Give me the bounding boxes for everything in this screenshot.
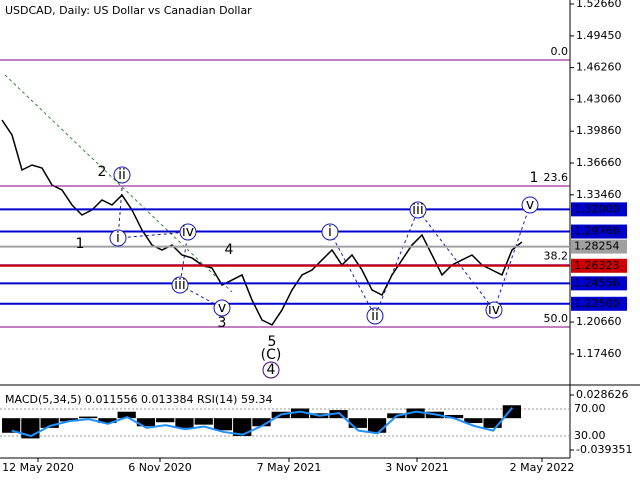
y-tick-label: 1.49450 [576, 29, 622, 42]
macd-bar [252, 418, 271, 427]
y-tick-label: 1.36660 [576, 156, 622, 169]
wave-circle [213, 299, 231, 317]
wave-circle [171, 276, 189, 294]
wave-label: v [218, 300, 226, 316]
level-label-box [571, 224, 627, 239]
wave-label: iv [488, 302, 500, 318]
x-tick-label: 3 Nov 2021 [385, 461, 448, 474]
macd-bar [213, 418, 233, 431]
y-tick-label: 1.46260 [576, 61, 622, 74]
y-tick-label: 0.028626 [576, 388, 629, 401]
wave-circle [321, 223, 339, 241]
wave-label: 4 [225, 242, 234, 258]
level-label: 1.32000 [574, 202, 620, 215]
wave-label: iii [412, 202, 424, 218]
macd-bar [117, 411, 136, 419]
macd-bar [194, 418, 213, 425]
wave-circle [179, 223, 197, 241]
x-tick-label: 7 May 2021 [257, 461, 322, 474]
macd-bar [464, 418, 483, 424]
level-label-box [571, 296, 627, 311]
wave-label: iv [182, 224, 194, 240]
macd-bar [59, 418, 79, 422]
y-tick-label: 1.43060 [576, 92, 622, 105]
level-label: 1.26323 [574, 259, 620, 272]
wave-label: 3 [218, 315, 227, 331]
wave-circle [409, 201, 427, 219]
wave-circle [113, 166, 131, 184]
y-tick-label: 1.33460 [576, 188, 622, 201]
y2-tick-label: 70.00 [574, 402, 606, 415]
wave-circle [366, 307, 384, 325]
wave-label: 5 [268, 334, 277, 350]
fib-label: 0.0 [551, 45, 569, 58]
y-tick-label: 1.17460 [576, 347, 622, 360]
level-label: 1.22500 [574, 297, 620, 310]
fib-label: 38.2 [544, 250, 569, 263]
wave-circle [262, 361, 280, 379]
macd-bar [156, 418, 175, 423]
trend-line [4, 74, 233, 293]
plot-area [1, 119, 523, 326]
y-tick-label: 1.20660 [576, 315, 622, 328]
wave-line [329, 204, 531, 318]
macd-bar [40, 418, 59, 428]
indicator-title: MACD(5,34,5) 0.011556 0.013384 RSI(14) 5… [5, 393, 272, 406]
macd-bar [233, 418, 252, 436]
macd-bar [348, 418, 367, 428]
wave-label: v [526, 197, 534, 213]
x-tick-label: 6 Nov 2020 [128, 461, 191, 474]
wave-label: (C) [261, 347, 282, 363]
level-label-box [571, 276, 627, 291]
fib-label: 50.0 [544, 312, 569, 325]
macd-bar [406, 408, 425, 419]
wave-label: ii [371, 308, 379, 324]
macd-bar [136, 418, 156, 427]
wave-label: i [328, 224, 332, 240]
macd-bar [98, 418, 117, 424]
y-tick-label: 1.39860 [576, 124, 622, 137]
wave-circle [521, 196, 539, 214]
y-tick-label: -0.039351 [576, 443, 632, 456]
wave-label: i [116, 230, 120, 246]
macd-bar [329, 410, 348, 419]
wave-label: 2 [98, 164, 107, 180]
wave-label: 1 [76, 236, 85, 252]
rsi-line [11, 407, 514, 438]
wave-label: 1 [530, 170, 539, 186]
y-tick-label: 1.52660 [576, 0, 622, 10]
level-label-box [571, 239, 627, 254]
level-label: 1.28254 [574, 240, 620, 253]
macd-bar [444, 414, 464, 419]
wave-circle [109, 229, 127, 247]
macd-bar [2, 418, 21, 433]
wave-label: ii [118, 167, 126, 183]
x-tick-label: 12 May 2020 [2, 461, 74, 474]
wave-label: iii [174, 277, 186, 293]
macd-bar [79, 416, 98, 419]
level-label: 1.29766 [574, 225, 620, 238]
level-label-box [571, 202, 627, 217]
macd-bar [290, 408, 310, 419]
chart-title: USDCAD, Daily: US Dollar vs Canadian Dol… [5, 4, 252, 17]
macd-bar [175, 418, 194, 428]
fib-label: 23.6 [544, 171, 569, 184]
level-label: 1.24556 [574, 276, 620, 289]
wave-circle [485, 301, 503, 319]
wave-label: 4 [267, 362, 276, 378]
y2-tick-label: 30.00 [574, 429, 606, 442]
x-tick-label: 2 May 2022 [510, 461, 575, 474]
macd-bar [483, 418, 502, 428]
level-label-box [571, 258, 627, 273]
price-line [1, 119, 523, 326]
macd-bar [367, 418, 387, 433]
